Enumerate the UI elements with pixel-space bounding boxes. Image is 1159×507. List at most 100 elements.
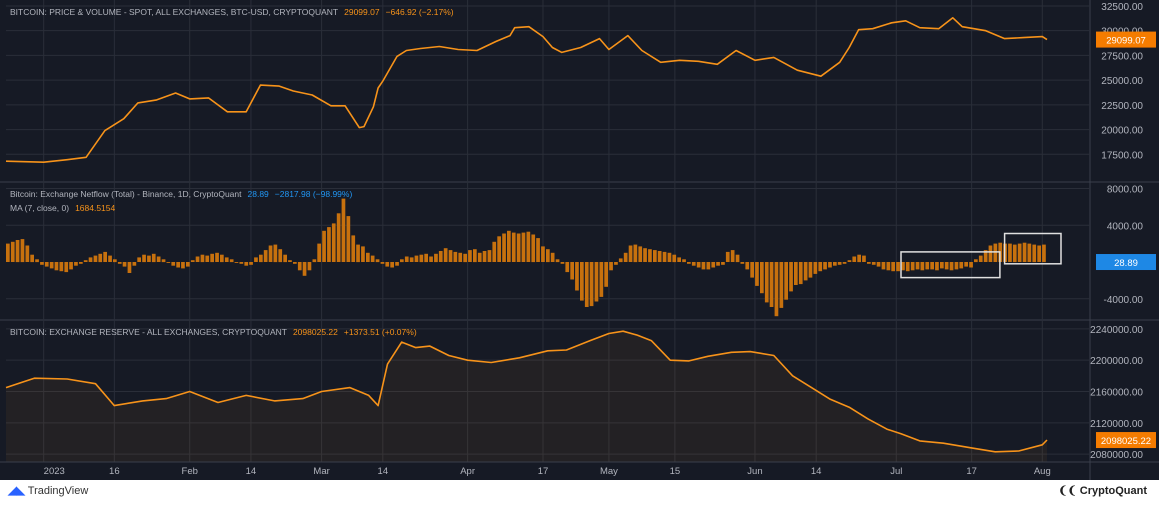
price-last-value-badge <box>1096 31 1156 48</box>
netflow-bar <box>837 262 842 265</box>
netflow-bar <box>15 240 20 263</box>
x-tick-label: Mar <box>313 466 329 477</box>
netflow-bar <box>944 262 949 270</box>
netflow-bar <box>224 257 229 262</box>
netflow-bar <box>857 254 861 263</box>
x-tick-label: 15 <box>670 466 681 477</box>
netflow-bar <box>64 262 69 273</box>
netflow-bar <box>366 252 370 262</box>
netflow-bar <box>920 262 925 271</box>
netflow-bar <box>390 262 394 268</box>
price-y-tick-label: 17500.00 <box>1101 150 1143 161</box>
netflow-bar <box>1012 244 1017 263</box>
netflow-bar <box>307 262 312 271</box>
netflow-bar <box>682 259 686 263</box>
netflow-bar <box>901 262 905 271</box>
netflow-bar <box>142 254 146 263</box>
netflow-bar <box>210 253 214 263</box>
netflow-bar <box>176 262 180 268</box>
x-tick-label: Jun <box>747 466 762 477</box>
x-tick-label: 17 <box>538 466 549 477</box>
netflow-bar <box>1027 243 1032 262</box>
netflow-bar <box>711 262 716 268</box>
netflow-bar <box>789 262 793 292</box>
cryptoquant-brand-label: CryptoQuant <box>1079 485 1147 497</box>
netflow-bar <box>696 262 701 268</box>
x-tick-label: 17 <box>966 466 977 477</box>
netflow-bar <box>35 259 39 263</box>
netflow-bar <box>331 223 336 262</box>
netflow-bar <box>813 262 818 274</box>
netflow-last-value-badge <box>1096 254 1156 271</box>
netflow-bar <box>322 230 326 262</box>
netflow-bar <box>604 262 608 287</box>
netflow-bar <box>760 262 764 294</box>
netflow-bar <box>327 227 331 262</box>
netflow-bar <box>935 262 939 271</box>
netflow-bar <box>798 262 803 285</box>
netflow-header-change: −2817.98 (−98.99%) <box>275 189 353 199</box>
reserve-y-tick-label: 2120000.00 <box>1090 419 1143 430</box>
x-tick-label: Feb <box>182 466 198 477</box>
price-header-title: BITCOIN: PRICE & VOLUME - SPOT, ALL EXCH… <box>10 7 338 17</box>
netflow-bar <box>380 262 385 264</box>
netflow-bar <box>828 262 832 268</box>
x-tick-label: Jul <box>890 466 902 477</box>
netflow-bar <box>764 262 769 303</box>
netflow-bar <box>988 245 993 262</box>
netflow-bar <box>925 262 930 270</box>
netflow-bar <box>438 251 443 262</box>
netflow-highlight-box-outflow <box>900 251 1001 279</box>
netflow-bar <box>468 250 472 262</box>
netflow-bar <box>69 262 73 270</box>
netflow-bar <box>633 244 638 263</box>
reserve-header-value: 2098025.22 <box>293 327 338 337</box>
netflow-bar <box>672 254 677 263</box>
netflow-bar <box>414 255 419 262</box>
netflow-bar <box>915 262 920 270</box>
netflow-bar <box>40 262 44 265</box>
netflow-y-tick-label: 8000.00 <box>1107 185 1144 196</box>
netflow-bar <box>876 262 881 267</box>
netflow-bar <box>847 260 852 262</box>
netflow-bar <box>59 262 64 272</box>
netflow-bar <box>881 262 886 270</box>
netflow-bar <box>346 216 351 262</box>
netflow-bar <box>453 251 458 262</box>
netflow-bar <box>30 254 34 263</box>
netflow-bar <box>594 262 599 302</box>
netflow-bar <box>137 257 141 262</box>
netflow-bar <box>618 258 623 263</box>
netflow-bar <box>546 249 550 263</box>
netflow-bar <box>88 257 93 262</box>
reserve-area-fill <box>6 331 1047 462</box>
tradingview-logo-icon: ◢◣ <box>8 485 25 497</box>
x-tick-label: Aug <box>1034 466 1051 477</box>
netflow-bar <box>6 243 10 262</box>
netflow-bar <box>1008 243 1012 262</box>
netflow-bar <box>1032 244 1037 263</box>
footer-background <box>0 480 1159 502</box>
netflow-bar <box>283 254 287 263</box>
netflow-bar <box>803 262 808 281</box>
reserve-y-tick-label: 2160000.00 <box>1090 388 1143 399</box>
netflow-bar <box>400 259 404 263</box>
netflow-bar <box>730 250 735 262</box>
reserve-y-tick-label: 2200000.00 <box>1090 356 1143 367</box>
netflow-bar <box>190 260 195 262</box>
netflow-bar <box>1037 245 1041 262</box>
netflow-bar <box>54 262 59 271</box>
x-tick-label: 2023 <box>44 466 65 477</box>
netflow-last-value-label: 28.89 <box>1114 258 1138 269</box>
netflow-bar <box>200 254 205 263</box>
netflow-bar <box>993 243 998 262</box>
cryptoquant-brand: ❨❨ CryptoQuant <box>1058 484 1147 497</box>
netflow-bar <box>254 257 258 262</box>
netflow-bar <box>434 253 438 263</box>
netflow-bar <box>370 255 375 262</box>
netflow-bar <box>25 245 30 262</box>
netflow-bar <box>886 262 891 271</box>
netflow-bar <box>706 262 711 270</box>
netflow-bar <box>293 262 297 264</box>
netflow-bar <box>395 262 399 266</box>
